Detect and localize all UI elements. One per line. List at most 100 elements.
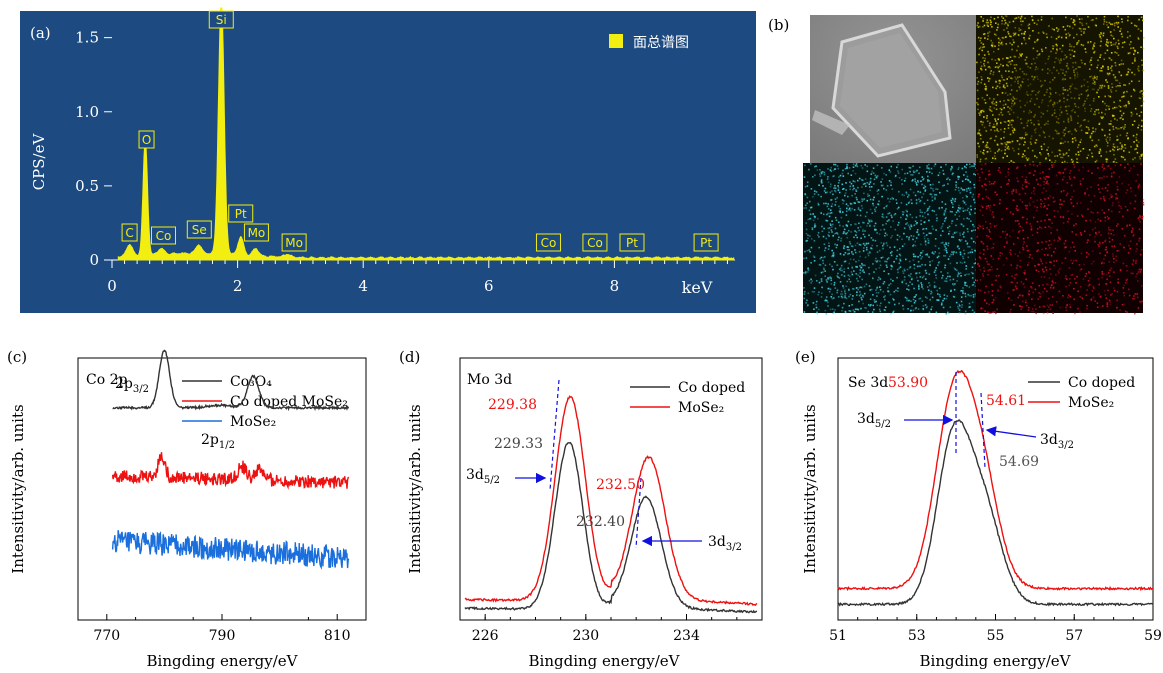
map-dot <box>1008 21 1011 23</box>
map-dot <box>958 309 961 311</box>
map-dot <box>980 67 982 70</box>
map-dot <box>1045 262 1047 264</box>
map-dot <box>1003 79 1006 81</box>
map-dot <box>1128 82 1131 85</box>
map-dot <box>1051 296 1054 298</box>
map-dot <box>829 308 832 311</box>
map-dot <box>966 190 968 192</box>
map-dot <box>1141 300 1143 303</box>
map-dot <box>805 222 807 224</box>
map-dot <box>864 307 866 309</box>
map-dot <box>945 247 947 250</box>
map-dot <box>1119 142 1122 144</box>
map-dot <box>874 210 877 213</box>
map-dot <box>824 270 826 272</box>
map-dot <box>882 290 885 293</box>
map-dot <box>1092 44 1095 46</box>
map-dot <box>820 278 823 280</box>
map-dot <box>951 197 954 200</box>
map-dot <box>811 280 813 282</box>
map-dot <box>822 235 825 238</box>
map-dot <box>1111 35 1114 37</box>
map-dot <box>926 165 928 167</box>
map-dot <box>990 312 992 314</box>
map-dot <box>855 273 858 275</box>
map-dot <box>1099 177 1101 179</box>
map-dot <box>927 163 930 166</box>
map-dot <box>913 224 916 227</box>
map-dot <box>917 260 920 263</box>
map-dot <box>1066 278 1068 280</box>
map-dot <box>1137 280 1139 282</box>
map-dot <box>941 206 943 209</box>
map-dot <box>919 209 922 211</box>
map-dot <box>905 191 908 194</box>
map-dot <box>1067 294 1070 296</box>
map-dot <box>1079 125 1081 128</box>
map-dot <box>1072 141 1074 143</box>
map-dot <box>1062 89 1065 91</box>
map-dot <box>990 39 992 42</box>
map-dot <box>894 213 897 215</box>
map-dot <box>978 145 980 148</box>
map-dot <box>824 187 827 190</box>
map-dot <box>1078 169 1080 172</box>
map-dot <box>1072 259 1075 262</box>
map-dot <box>1014 55 1017 58</box>
map-dot <box>1077 106 1080 109</box>
map-dot <box>1082 104 1085 107</box>
map-dot <box>978 176 981 179</box>
map-dot <box>1065 71 1068 73</box>
map-dot <box>817 293 819 296</box>
map-dot <box>1065 56 1067 59</box>
map-dot <box>1058 72 1060 75</box>
map-dot <box>1080 234 1083 236</box>
map-dot <box>825 237 827 240</box>
map-dot <box>1042 206 1045 208</box>
map-dot <box>920 257 922 260</box>
map-dot <box>1048 277 1051 279</box>
map-dot <box>1105 297 1108 299</box>
d-x-tick-label: 234 <box>673 628 700 644</box>
map-dot <box>1059 207 1062 209</box>
map-dot <box>953 251 955 253</box>
element-map-cyan <box>803 163 978 315</box>
map-dot <box>1065 16 1067 19</box>
map-dot <box>916 169 918 172</box>
map-dot <box>963 189 966 191</box>
map-dot <box>942 185 944 187</box>
map-dot <box>992 71 995 73</box>
map-dot <box>999 285 1002 287</box>
map-dot <box>820 180 823 183</box>
map-dot <box>1103 273 1105 275</box>
map-dot <box>1106 190 1109 192</box>
eds-legend: 面总谱图 <box>609 34 689 51</box>
map-dot <box>1112 253 1114 255</box>
map-dot <box>967 187 970 190</box>
map-dot <box>1093 51 1095 54</box>
map-dot <box>834 287 837 289</box>
map-dot <box>1088 283 1091 286</box>
map-dot <box>1103 175 1105 178</box>
map-dot <box>885 264 888 267</box>
map-dot <box>920 223 922 225</box>
map-dot <box>828 245 830 247</box>
map-dot <box>1104 102 1106 105</box>
map-dot <box>1010 281 1013 283</box>
map-dot <box>872 204 875 207</box>
map-dot <box>1005 143 1008 146</box>
map-dot <box>969 251 972 254</box>
map-dot <box>1064 160 1066 163</box>
map-dot <box>881 178 884 180</box>
map-dot <box>907 308 909 310</box>
map-dot <box>1036 228 1039 230</box>
eds-peak-label-box <box>693 233 719 252</box>
map-dot <box>1117 15 1119 18</box>
map-dot <box>1092 127 1094 129</box>
eds-peak-label-o: O <box>138 130 155 149</box>
map-dot <box>1011 192 1014 195</box>
map-dot <box>1102 34 1105 37</box>
map-dot <box>932 190 935 192</box>
map-dot <box>1056 30 1059 32</box>
